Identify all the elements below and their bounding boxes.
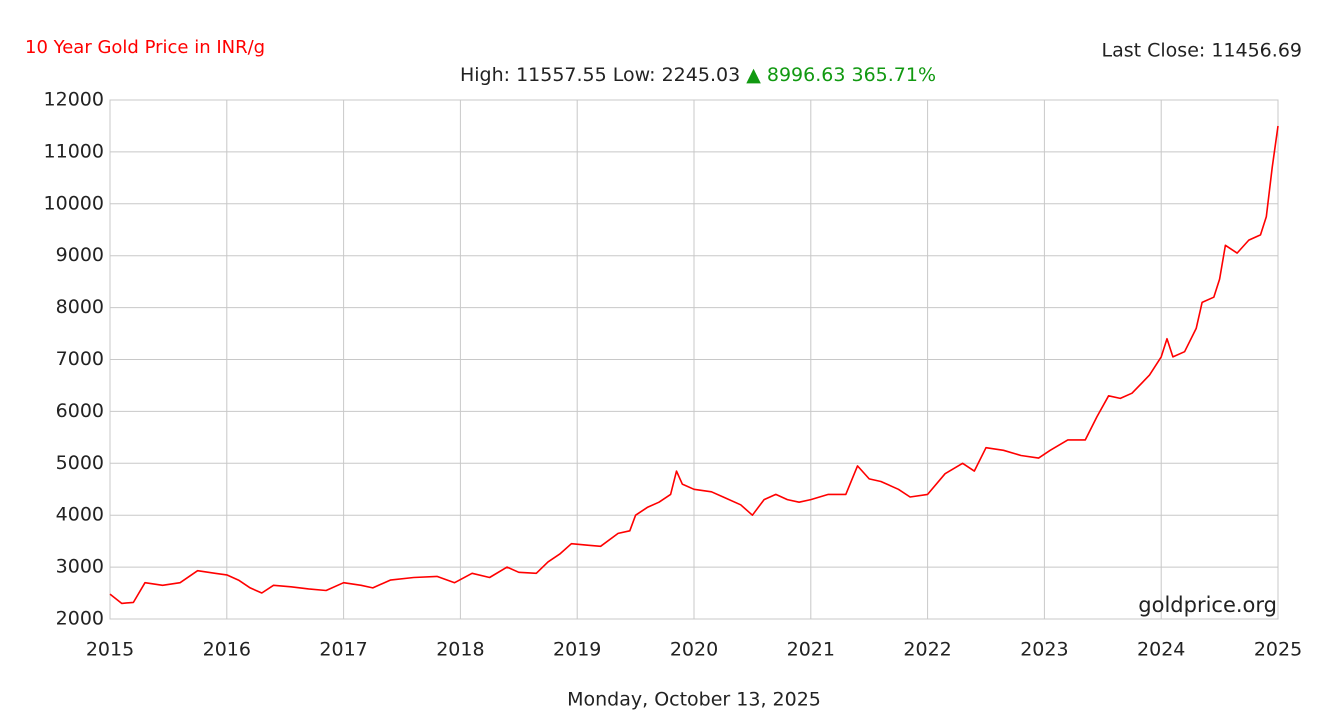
subtitle: High: 11557.55 Low: 2245.03: [460, 64, 740, 86]
x-tick-label: 2015: [86, 639, 134, 661]
x-tick-label: 2020: [670, 639, 718, 661]
x-tick-label: 2017: [319, 639, 367, 661]
date: Monday, October 13, 2025: [567, 689, 821, 711]
x-tick-label: 2024: [1137, 639, 1185, 661]
x-tick-label: 2016: [203, 639, 251, 661]
x-tick-label: 2022: [903, 639, 951, 661]
y-tick-label: 6000: [56, 400, 104, 422]
x-tick-label: 2019: [553, 639, 601, 661]
last-close: Last Close: 11456.69: [1102, 40, 1302, 62]
x-tick-label: 2021: [787, 639, 835, 661]
stats: High: 11557.55 Low: 2245.03 ▲ 8996.63 36…: [460, 64, 936, 86]
change: ▲ 8996.63 365.71%: [746, 64, 936, 86]
x-tick-label: 2018: [436, 639, 484, 661]
y-tick-label: 2000: [56, 608, 104, 630]
y-tick-label: 8000: [56, 296, 104, 318]
chart-title: 10 Year Gold Price in INR/g: [25, 37, 265, 58]
x-tick-label: 2023: [1020, 639, 1068, 661]
y-tick-label: 12000: [44, 89, 104, 111]
y-tick-label: 11000: [44, 140, 104, 162]
y-tick-label: 5000: [56, 452, 104, 474]
x-tick-label: 2025: [1254, 639, 1302, 661]
y-tick-label: 3000: [56, 556, 104, 578]
y-tick-label: 10000: [44, 192, 104, 214]
source: goldprice.org: [1138, 593, 1277, 617]
y-tick-label: 9000: [56, 244, 104, 266]
y-tick-label: 4000: [56, 504, 104, 526]
price-line: [109, 125, 1279, 605]
y-tick-label: 7000: [56, 348, 104, 370]
